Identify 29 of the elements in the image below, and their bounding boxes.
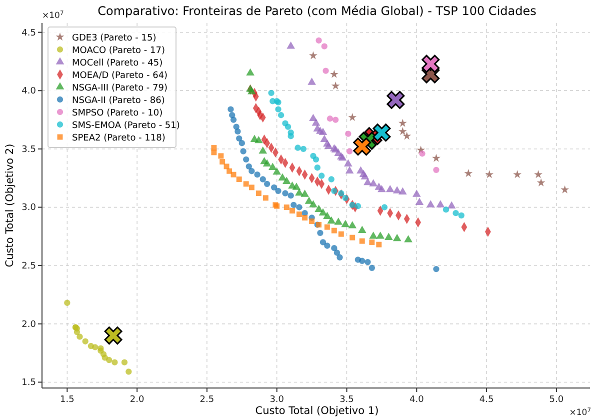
legend-label: SPEA2 (Pareto - 118) bbox=[72, 134, 166, 144]
x-tick-label: 3.0 bbox=[270, 395, 284, 405]
y-axis-title: Custo Total (Objetivo 2) bbox=[4, 144, 16, 268]
x-tick-label: 2.0 bbox=[130, 395, 144, 405]
y-tick-label: 2.5 bbox=[22, 262, 36, 272]
y-tick-label: 4.5 bbox=[22, 28, 36, 38]
y-tick-label: 1.5 bbox=[22, 378, 36, 388]
x-axis-title: Custo Total (Objetivo 1) bbox=[255, 405, 379, 417]
legend-label: MOEA/D (Pareto - 64) bbox=[72, 71, 168, 81]
text: ×10$^{7}$ bbox=[569, 406, 592, 418]
legend-label: NSGA-II (Pareto - 86) bbox=[72, 96, 165, 106]
y-tick-label: 2.0 bbox=[22, 320, 36, 330]
x-tick-label: 4.5 bbox=[479, 395, 494, 405]
legend-label: GDE3 (Pareto - 15) bbox=[72, 34, 156, 44]
legend-label: MOCell (Pareto - 45) bbox=[72, 58, 163, 68]
y-tick-label: 3.5 bbox=[22, 144, 36, 155]
legend-label: MOACO (Pareto - 17) bbox=[72, 46, 165, 56]
chart-title: Comparativo: Fronteiras de Pareto (com Média Global) - TSP 100 Cidades bbox=[98, 4, 536, 18]
legend-label: NSGA-III (Pareto - 79) bbox=[72, 84, 168, 94]
x-tick-label: 2.5 bbox=[200, 395, 214, 405]
legend-label: SMS-EMOA (Pareto - 51) bbox=[72, 121, 180, 131]
x-tick-label: 5.0 bbox=[549, 395, 564, 405]
text: ×10$^{7}$ bbox=[42, 10, 64, 21]
y-tick-label: 4.0 bbox=[22, 86, 36, 97]
x-tick-label: 3.5 bbox=[340, 395, 354, 405]
x-tick-label: 4.0 bbox=[409, 395, 424, 405]
x-tick-label: 1.5 bbox=[60, 395, 74, 405]
legend-label: SMPSO (Pareto - 10) bbox=[72, 108, 163, 118]
y-tick-label: 3.0 bbox=[22, 203, 36, 214]
